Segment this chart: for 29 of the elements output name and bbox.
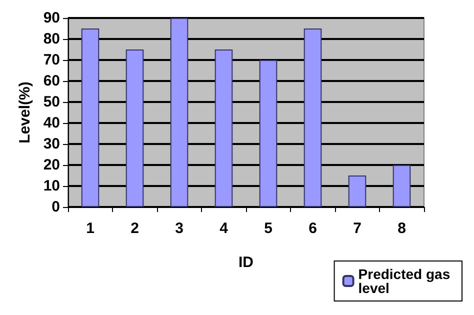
x-axis-title: ID	[238, 254, 254, 271]
legend-label: Predicted gas level	[358, 266, 454, 296]
x-tick-label: 7	[353, 220, 362, 237]
y-axis-title: Level(%)	[16, 82, 34, 144]
y-tick-label: 90	[43, 10, 60, 26]
x-tick-label: 3	[175, 220, 184, 237]
bar	[392, 165, 411, 207]
x-tick-label: 8	[398, 220, 406, 237]
y-tick-label: 20	[43, 156, 60, 174]
x-tick-label: 5	[264, 220, 272, 237]
x-tick-label: 4	[220, 220, 229, 237]
bar	[214, 50, 233, 207]
y-tick-label: 50	[43, 94, 60, 110]
bar	[81, 28, 100, 207]
y-tick-label: 60	[43, 72, 60, 90]
y-tick-label: 30	[43, 136, 60, 152]
x-tick-label: 1	[86, 220, 94, 237]
y-tick-label: 0	[52, 198, 60, 216]
y-tick-label: 10	[43, 178, 60, 194]
y-tick-label: 70	[43, 52, 60, 68]
bar	[170, 18, 188, 207]
x-tick-label: 6	[308, 220, 317, 237]
y-tick-label: 40	[43, 114, 60, 132]
bar	[304, 28, 322, 207]
bar	[348, 176, 366, 207]
bar	[259, 60, 278, 207]
x-tick-label: 2	[130, 220, 139, 237]
bar	[126, 50, 144, 207]
y-tick-label: 80	[43, 30, 60, 48]
